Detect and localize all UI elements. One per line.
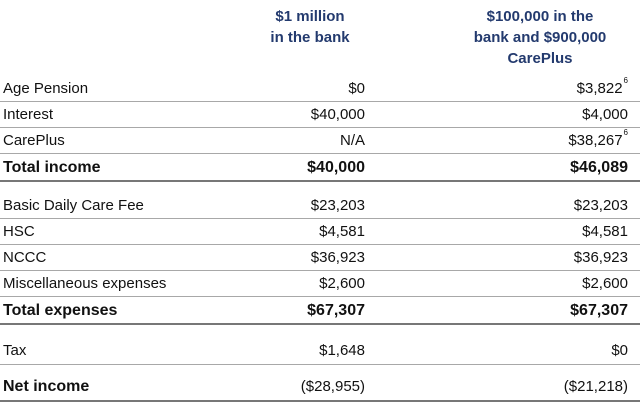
row-careplus: CarePlus N/A $38,2676 <box>0 128 640 154</box>
row-label: Total income <box>3 159 101 176</box>
value-col2: $4,000 <box>582 106 628 123</box>
header-line: $100,000 in the <box>486 8 594 25</box>
value-col2: ($21,218) <box>563 378 628 395</box>
row-label: Age Pension <box>3 80 89 97</box>
row-nccc: NCCC $36,923 $36,923 <box>0 245 640 271</box>
row-total-income: Total income $40,000 $46,089 <box>0 154 640 182</box>
value-col1: $0 <box>348 80 365 97</box>
value: $38,267 <box>568 132 623 149</box>
value-col1: $40,000 <box>310 106 365 123</box>
header-1m-in-bank: $1 million in the bank <box>240 6 380 48</box>
header-line: CarePlus <box>507 50 573 67</box>
row-label: CarePlus <box>3 132 65 149</box>
value-col1: N/A <box>339 132 365 149</box>
value-col1: $23,203 <box>310 197 365 214</box>
header-100k-bank-900k-careplus: $100,000 in the bank and $900,000 CarePl… <box>440 6 640 69</box>
value-col1: $2,600 <box>319 275 365 292</box>
row-label: HSC <box>3 223 35 240</box>
value-col2: $4,581 <box>582 223 628 240</box>
value-col2: $0 <box>611 342 628 359</box>
value-col1: $67,307 <box>307 302 365 319</box>
row-basic-daily-care-fee: Basic Daily Care Fee $23,203 $23,203 <box>0 193 640 219</box>
row-net-income: Net income ($28,955) ($21,218) <box>0 373 640 402</box>
row-label: Interest <box>3 106 54 123</box>
value-col1: ($28,955) <box>300 378 365 395</box>
row-miscellaneous-expenses: Miscellaneous expenses $2,600 $2,600 <box>0 271 640 297</box>
value-col2: $2,600 <box>582 275 628 292</box>
value-col2: $67,307 <box>570 302 628 319</box>
value: $3,822 <box>576 80 623 97</box>
value-col2: $36,923 <box>573 249 628 266</box>
row-label: Basic Daily Care Fee <box>3 197 144 214</box>
row-label: Miscellaneous expenses <box>3 275 167 292</box>
footnote-marker: 6 <box>623 76 628 85</box>
header-line: in the bank <box>270 29 350 46</box>
row-label: NCCC <box>3 249 47 266</box>
row-interest: Interest $40,000 $4,000 <box>0 102 640 128</box>
row-label: Total expenses <box>3 302 118 319</box>
footnote-marker: 6 <box>623 128 628 137</box>
value-col1: $36,923 <box>310 249 365 266</box>
value-col1: $40,000 <box>307 159 365 176</box>
value-col2: $3,8226 <box>577 76 628 101</box>
value-col2: $38,2676 <box>568 128 628 153</box>
value-col2: $23,203 <box>573 197 628 214</box>
row-tax: Tax $1,648 $0 <box>0 337 640 365</box>
value-col1: $1,648 <box>319 342 365 359</box>
row-hsc: HSC $4,581 $4,581 <box>0 219 640 245</box>
value-col1: $4,581 <box>319 223 365 240</box>
header-line: $1 million <box>275 8 345 25</box>
row-label: Net income <box>3 378 90 395</box>
value-col2: $46,089 <box>570 159 628 176</box>
header-line: bank and $900,000 <box>473 29 607 46</box>
row-total-expenses: Total expenses $67,307 $67,307 <box>0 297 640 325</box>
row-label: Tax <box>3 342 27 359</box>
row-age-pension: Age Pension $0 $3,8226 <box>0 76 640 102</box>
